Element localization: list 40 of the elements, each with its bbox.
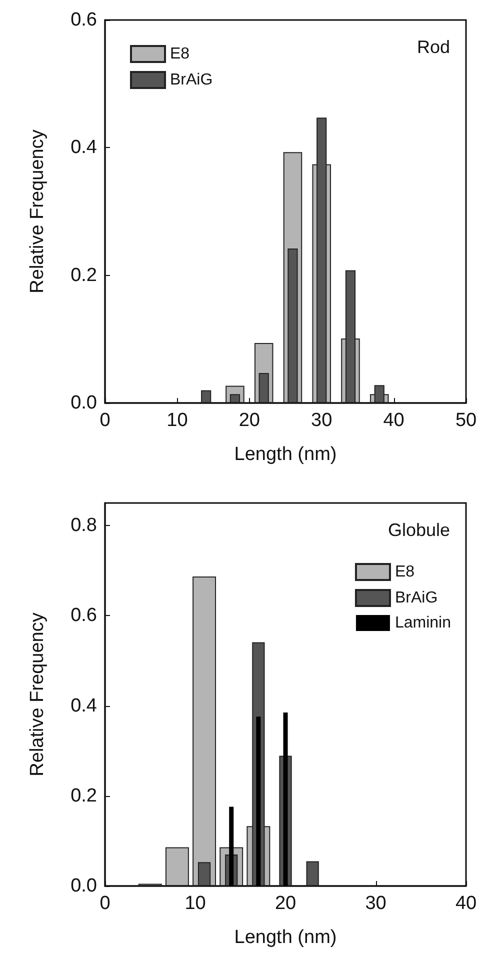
x-tick-label: 40	[383, 410, 404, 431]
bar	[345, 270, 356, 403]
y-tick-label: 0.6	[70, 10, 97, 30]
y-tick-label: 0.2	[70, 264, 97, 286]
legend-label: BrAiG	[170, 72, 213, 88]
x-tick-label: 50	[455, 410, 477, 431]
legend-label: Laminin	[394, 614, 451, 632]
bar	[374, 385, 384, 403]
bar	[283, 712, 288, 886]
bar	[165, 847, 189, 886]
legend-label: BrAiG	[394, 590, 438, 606]
x-tick-label: 0	[100, 410, 110, 431]
x-tick-label: 30	[311, 410, 332, 431]
y-tick-label: 0.8	[70, 515, 97, 536]
y-tick-label: 0.4	[70, 695, 98, 716]
bar	[306, 861, 319, 886]
y-axis-title: Relative Frequency	[27, 612, 48, 776]
legend-label: E8	[394, 564, 415, 580]
y-tick-label: 0.4	[70, 137, 98, 158]
bar	[256, 716, 261, 886]
y-axis-title: Relative Frequency	[27, 129, 48, 294]
x-axis-title: Length (nm)	[234, 444, 337, 465]
y-tick-label: 0.0	[70, 876, 97, 896]
annotation: Globule	[388, 520, 450, 540]
annotation: Rod	[416, 37, 450, 57]
x-tick-label: 20	[238, 410, 260, 431]
y-tick-label: 0.6	[70, 605, 97, 626]
y-tick-label: 0.0	[70, 392, 97, 414]
x-tick-label: 20	[274, 893, 296, 914]
legend-label: E8	[170, 46, 190, 62]
x-axis-title: Length (nm)	[234, 927, 337, 948]
bar	[201, 390, 212, 403]
bar	[229, 806, 234, 886]
x-tick-label: 10	[184, 893, 206, 914]
x-tick-label: 30	[365, 893, 386, 914]
x-tick-label: 10	[166, 410, 188, 431]
y-tick-label: 0.2	[70, 785, 97, 806]
x-tick-label: 0	[100, 893, 110, 914]
bar	[192, 576, 216, 886]
x-tick-label: 40	[455, 893, 477, 914]
